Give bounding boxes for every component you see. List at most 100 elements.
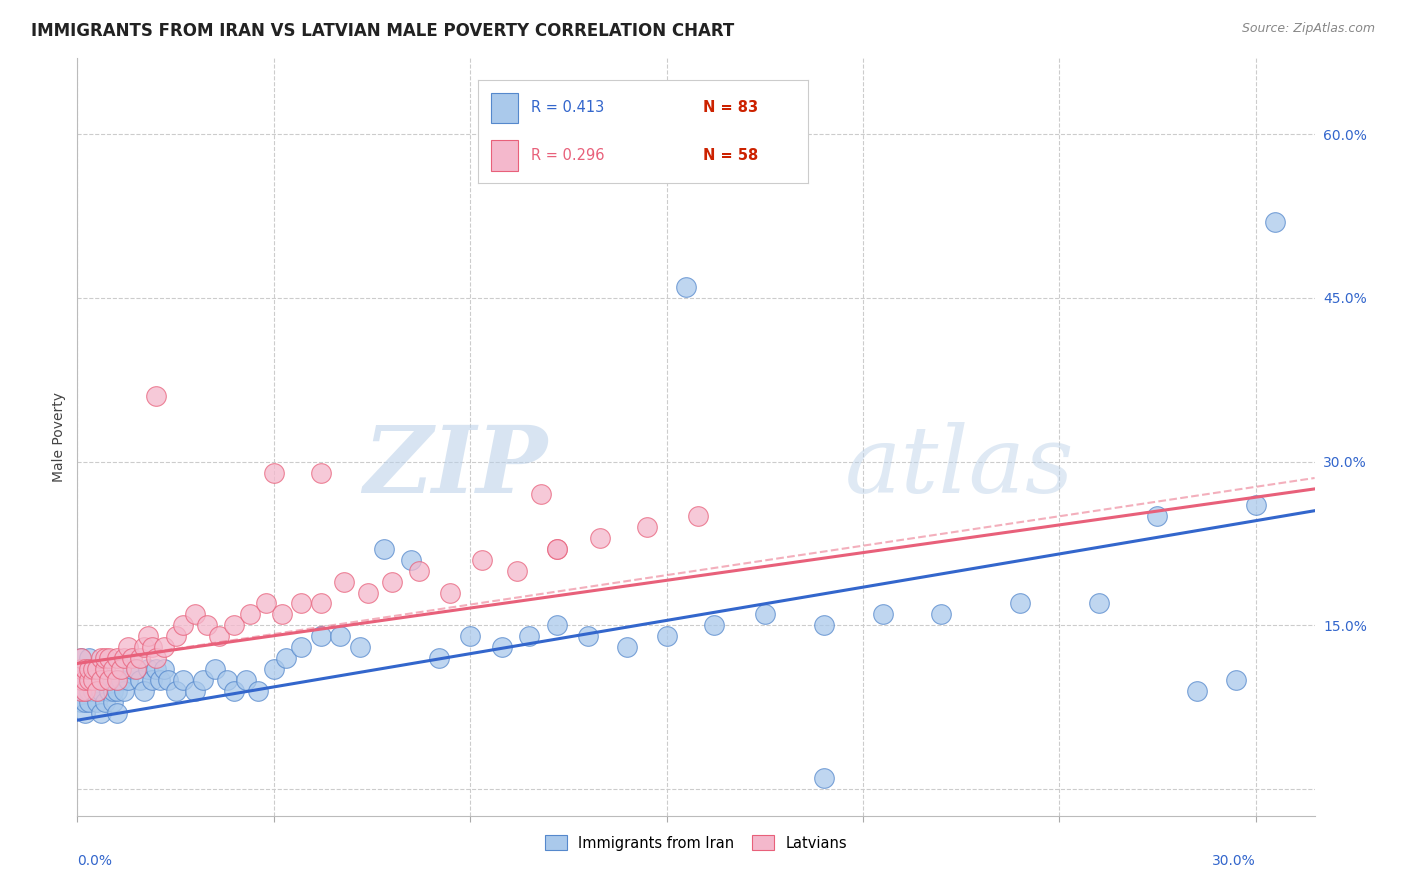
Point — [145, 662, 167, 676]
Point — [82, 662, 104, 676]
Point — [1185, 683, 1208, 698]
Point — [77, 683, 100, 698]
Point — [90, 673, 112, 687]
Point — [70, 683, 93, 698]
Point — [333, 574, 356, 589]
Point — [546, 618, 568, 632]
Point — [110, 673, 132, 687]
Point — [172, 673, 194, 687]
Point — [329, 629, 352, 643]
Point — [77, 651, 100, 665]
Point — [70, 695, 93, 709]
Point — [290, 640, 312, 654]
Point — [931, 607, 953, 622]
Point — [90, 706, 112, 720]
Point — [152, 662, 174, 676]
Text: ZIP: ZIP — [363, 423, 547, 512]
Text: atlas: atlas — [845, 423, 1074, 512]
Point — [70, 662, 93, 676]
Point — [530, 487, 553, 501]
Point — [77, 662, 100, 676]
Point — [1264, 214, 1286, 228]
Point — [94, 662, 117, 676]
Point — [117, 673, 139, 687]
Point — [156, 673, 179, 687]
Point — [141, 640, 163, 654]
Point — [86, 683, 108, 698]
Point — [224, 618, 246, 632]
Point — [70, 673, 93, 687]
Point — [235, 673, 257, 687]
Point — [458, 629, 481, 643]
Point — [94, 673, 117, 687]
Point — [121, 662, 143, 676]
Point — [309, 597, 332, 611]
Point — [105, 673, 128, 687]
Point — [145, 389, 167, 403]
Point — [75, 683, 97, 698]
Point — [349, 640, 371, 654]
Point — [114, 683, 136, 698]
Point — [263, 466, 285, 480]
Point — [239, 607, 262, 622]
Point — [1146, 509, 1168, 524]
Point — [506, 564, 529, 578]
Text: N = 58: N = 58 — [703, 148, 758, 162]
Point — [75, 662, 97, 676]
Point — [427, 651, 450, 665]
Point — [77, 673, 100, 687]
Point — [82, 673, 104, 687]
Point — [576, 629, 599, 643]
Point — [172, 618, 194, 632]
Point — [90, 683, 112, 698]
Point — [655, 629, 678, 643]
Point — [1008, 597, 1031, 611]
Point — [70, 683, 93, 698]
Point — [86, 662, 108, 676]
Point — [75, 706, 97, 720]
Point — [97, 651, 120, 665]
Text: Source: ZipAtlas.com: Source: ZipAtlas.com — [1241, 22, 1375, 36]
Point — [132, 640, 155, 654]
Point — [380, 574, 402, 589]
Point — [70, 651, 93, 665]
Point — [616, 640, 638, 654]
Point — [70, 662, 93, 676]
Point — [101, 695, 124, 709]
Point — [1087, 597, 1109, 611]
Point — [97, 673, 120, 687]
Point — [208, 629, 231, 643]
Point — [75, 673, 97, 687]
Point — [224, 683, 246, 698]
Point — [141, 673, 163, 687]
Point — [105, 651, 128, 665]
Text: R = 0.413: R = 0.413 — [531, 101, 605, 115]
Point — [94, 662, 117, 676]
Point — [125, 662, 148, 676]
Point — [97, 683, 120, 698]
Point — [105, 673, 128, 687]
Point — [309, 629, 332, 643]
Text: 0.0%: 0.0% — [77, 855, 112, 869]
Point — [75, 683, 97, 698]
Text: N = 83: N = 83 — [703, 101, 758, 115]
Point — [86, 673, 108, 687]
Point — [86, 695, 108, 709]
Point — [101, 662, 124, 676]
Point — [129, 673, 152, 687]
Point — [110, 662, 132, 676]
Point — [263, 662, 285, 676]
Text: R = 0.296: R = 0.296 — [531, 148, 605, 162]
Y-axis label: Male Poverty: Male Poverty — [52, 392, 66, 482]
Point — [77, 662, 100, 676]
Point — [165, 629, 187, 643]
Point — [254, 597, 277, 611]
Point — [70, 673, 93, 687]
Point — [703, 618, 725, 632]
Point — [270, 607, 292, 622]
Point — [184, 607, 207, 622]
Point — [1225, 673, 1247, 687]
Point — [101, 683, 124, 698]
Point — [408, 564, 430, 578]
Point — [121, 651, 143, 665]
